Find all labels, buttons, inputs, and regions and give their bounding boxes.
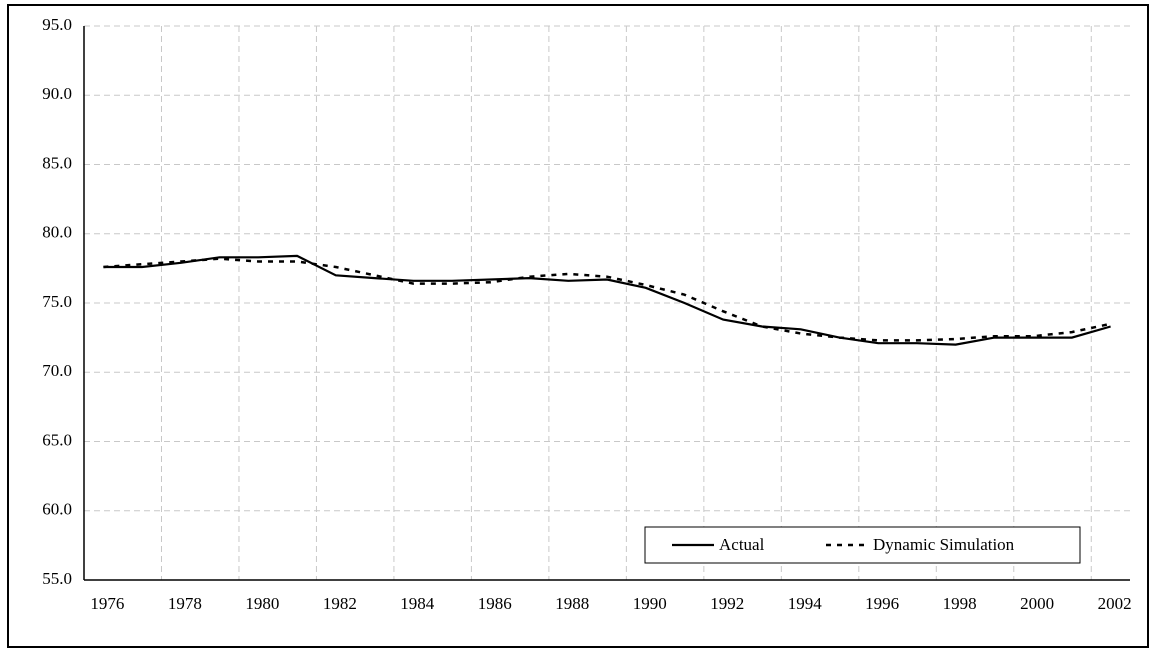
x-tick-label: 1980 bbox=[245, 594, 279, 613]
chart-border bbox=[7, 4, 1149, 648]
y-tick-label: 85.0 bbox=[42, 153, 72, 172]
y-tick-label: 80.0 bbox=[42, 223, 72, 242]
x-tick-label: 1988 bbox=[555, 594, 589, 613]
y-tick-label: 70.0 bbox=[42, 361, 72, 380]
legend-label: Dynamic Simulation bbox=[873, 535, 1015, 554]
x-tick-label: 2002 bbox=[1098, 594, 1132, 613]
x-tick-label: 1990 bbox=[633, 594, 667, 613]
x-tick-label: 1978 bbox=[168, 594, 202, 613]
series-line bbox=[103, 254, 1111, 346]
y-tick-label: 60.0 bbox=[42, 500, 72, 519]
x-tick-label: 1986 bbox=[478, 594, 512, 613]
legend-label: Actual bbox=[719, 535, 765, 554]
x-tick-label: 1992 bbox=[710, 594, 744, 613]
y-tick-label: 90.0 bbox=[42, 84, 72, 103]
y-tick-label: 65.0 bbox=[42, 430, 72, 449]
x-tick-label: 1994 bbox=[788, 594, 823, 613]
y-tick-label: 75.0 bbox=[42, 292, 72, 311]
x-tick-label: 1996 bbox=[865, 594, 899, 613]
y-tick-label: 95.0 bbox=[42, 15, 72, 34]
x-tick-label: 1976 bbox=[90, 594, 124, 613]
series-line bbox=[103, 257, 1111, 342]
x-tick-label: 1998 bbox=[943, 594, 977, 613]
legend: Actual Dynamic Simulation bbox=[644, 526, 1081, 564]
x-tick-label: 1982 bbox=[323, 594, 357, 613]
x-tick-label: 1984 bbox=[400, 594, 435, 613]
x-tick-label: 2000 bbox=[1020, 594, 1054, 613]
y-tick-label: 55.0 bbox=[42, 569, 72, 588]
